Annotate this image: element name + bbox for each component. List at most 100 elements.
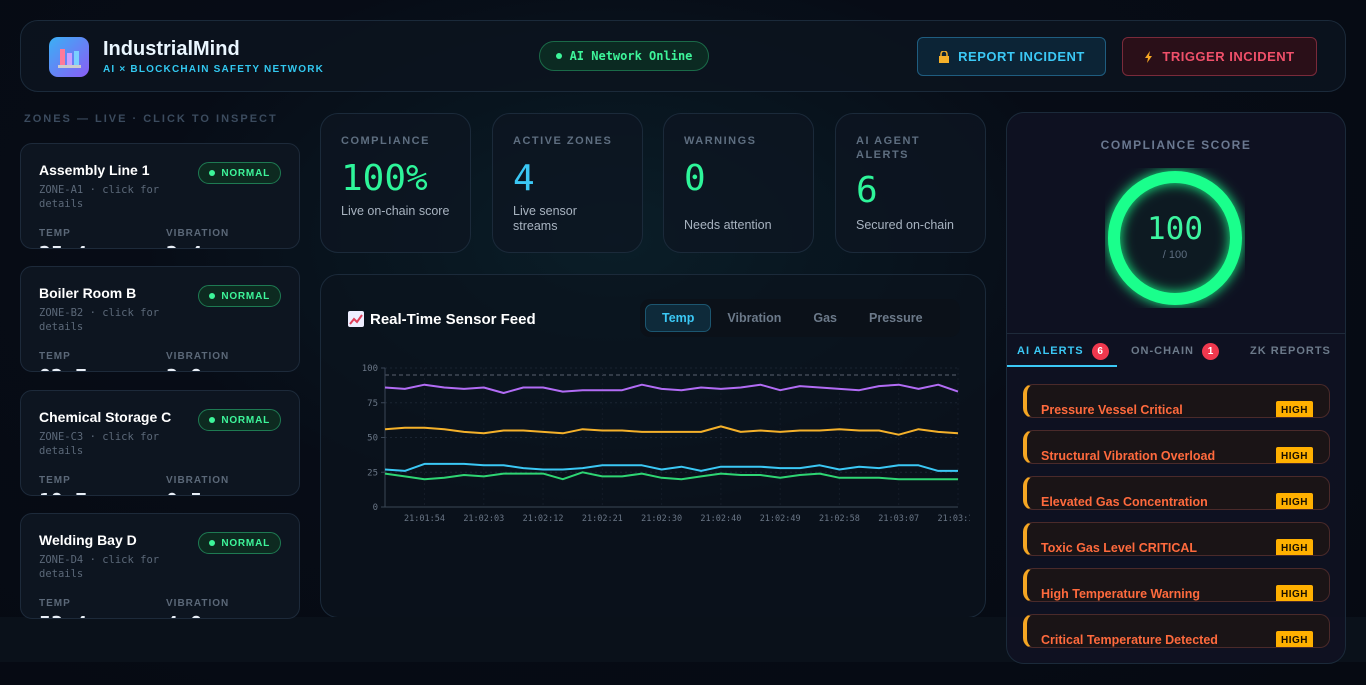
tab-label: AI ALERTS bbox=[1017, 345, 1084, 357]
alert-list: Pressure Vessel Critical HIGH Structural V… bbox=[1007, 370, 1345, 655]
temp-value: 25.4 bbox=[39, 242, 87, 248]
stat-value: 6 bbox=[856, 170, 878, 211]
zone-id: ZONE-A1 · click for details bbox=[39, 184, 160, 210]
vibration-label: VIBRATION bbox=[166, 228, 230, 239]
zone-card[interactable]: Chemical Storage C ZONE-C3 · click for de… bbox=[20, 390, 300, 496]
zone-name: Welding Bay D bbox=[39, 532, 137, 548]
chart-icon bbox=[348, 311, 364, 327]
stat-card: WARNINGS 0 Needs attention bbox=[663, 113, 814, 253]
severity-badge: HIGH bbox=[1276, 447, 1313, 463]
vibration-value: 3.8 bbox=[166, 365, 202, 371]
zone-card[interactable]: Welding Bay D ZONE-D4 · click for details… bbox=[20, 513, 300, 619]
stat-card: COMPLIANCE 100% Live on-chain score bbox=[320, 113, 471, 253]
alert-item[interactable]: Elevated Gas Concentration HIGH bbox=[1023, 476, 1330, 510]
alert-title: High Temperature Warning bbox=[1041, 587, 1201, 601]
y-tick-label: 25 bbox=[367, 468, 378, 478]
x-tick-label: 21:02:49 bbox=[760, 514, 801, 524]
alert-item[interactable]: Critical Temperature Detected HIGH bbox=[1023, 614, 1330, 648]
series-line bbox=[384, 383, 959, 394]
tab-label: ON-CHAIN bbox=[1131, 345, 1194, 357]
stat-note: Needs attention bbox=[684, 218, 772, 232]
alert-item[interactable]: High Temperature Warning HIGH bbox=[1023, 568, 1330, 602]
stat-card: ACTIVE ZONES 4 Live sensor streams bbox=[492, 113, 643, 253]
chart-tab[interactable]: Vibration bbox=[727, 311, 782, 325]
x-tick-label: 21:03:16 bbox=[938, 514, 970, 524]
panel-tab[interactable]: ZK REPORTS bbox=[1250, 334, 1331, 368]
button-label: REPORT INCIDENT bbox=[958, 49, 1085, 64]
x-tick-label: 21:03:07 bbox=[878, 514, 919, 524]
temp-value: 82.7 bbox=[39, 365, 87, 371]
x-tick-label: 21:02:03 bbox=[463, 514, 504, 524]
tab-count: 1 bbox=[1202, 342, 1219, 360]
severity-badge: HIGH bbox=[1276, 401, 1313, 417]
score-ring bbox=[1108, 171, 1242, 305]
severity-badge: HIGH bbox=[1276, 539, 1313, 555]
panel-tab[interactable]: AI ALERTS 6 bbox=[1017, 334, 1109, 368]
trigger-button[interactable]: TRIGGER INCIDENT bbox=[1122, 37, 1317, 76]
lock-icon bbox=[939, 50, 950, 63]
divider bbox=[1007, 333, 1345, 334]
severity-badge: HIGH bbox=[1276, 493, 1313, 509]
zone-card[interactable]: Boiler Room B ZONE-B2 · click for details… bbox=[20, 266, 300, 372]
alert-title: Elevated Gas Concentration bbox=[1041, 495, 1208, 509]
x-tick-label: 21:02:58 bbox=[819, 514, 860, 524]
stat-label: COMPLIANCE bbox=[341, 135, 430, 147]
stat-value: 100% bbox=[341, 158, 428, 199]
series-line bbox=[384, 425, 959, 436]
score-title: COMPLIANCE SCORE bbox=[1100, 138, 1252, 152]
chart-tab[interactable]: Temp bbox=[645, 304, 712, 332]
status-badge: NORMAL bbox=[198, 532, 281, 554]
x-tick-label: 21:02:40 bbox=[700, 514, 741, 524]
vibration-value: 0.5 bbox=[166, 489, 202, 495]
status-dot bbox=[209, 540, 216, 546]
tab-count: 6 bbox=[1091, 342, 1109, 360]
score-max: / 100 bbox=[1162, 249, 1188, 261]
logo-icon bbox=[58, 49, 81, 68]
alert-item[interactable]: Pressure Vessel Critical HIGH bbox=[1023, 384, 1330, 418]
severity-badge: HIGH bbox=[1276, 585, 1313, 601]
vibration-value: 4.8 bbox=[166, 612, 202, 618]
tab-label: ZK REPORTS bbox=[1250, 345, 1331, 357]
stat-note: Live on-chain score bbox=[341, 204, 450, 218]
alert-item[interactable]: Structural Vibration Overload HIGH bbox=[1023, 430, 1330, 464]
sensor-chart: 0 25 50 75 100 21:01:54 21:02:03 21:02:12 21:02:… bbox=[362, 364, 970, 524]
status-text: NORMAL bbox=[221, 414, 270, 426]
y-tick-label: 0 bbox=[373, 503, 378, 513]
chart-tab[interactable]: Pressure bbox=[869, 311, 923, 325]
chart-title: Real-Time Sensor Feed bbox=[370, 311, 536, 328]
temp-label: TEMP bbox=[39, 598, 71, 609]
x-tick-label: 21:02:30 bbox=[641, 514, 682, 524]
network-status: AI Network Online bbox=[539, 41, 709, 71]
status-dot bbox=[209, 170, 216, 176]
app-subtitle: AI × BLOCKCHAIN SAFETY NETWORK bbox=[103, 64, 325, 75]
zone-card[interactable]: Assembly Line 1 ZONE-A1 · click for detai… bbox=[20, 143, 300, 249]
series-line bbox=[384, 462, 958, 472]
y-tick-label: 50 bbox=[367, 434, 378, 444]
alert-title: Structural Vibration Overload bbox=[1041, 449, 1216, 463]
temp-value: 53.4 bbox=[39, 612, 87, 618]
ring-value bbox=[1108, 171, 1242, 305]
status-text: NORMAL bbox=[221, 167, 270, 179]
y-tick-label: 100 bbox=[362, 364, 378, 374]
alert-item[interactable]: Toxic Gas Level CRITICAL HIGH bbox=[1023, 522, 1330, 556]
report-button[interactable]: REPORT INCIDENT bbox=[917, 37, 1106, 76]
y-tick-label: 75 bbox=[367, 399, 378, 409]
status-text: NORMAL bbox=[221, 290, 270, 302]
status-dot bbox=[209, 293, 216, 299]
vibration-value: 2.4 bbox=[166, 242, 202, 248]
stat-card: AI AGENT ALERTS 6 Secured on-chain bbox=[835, 113, 986, 253]
panel-tab[interactable]: ON-CHAIN 1 bbox=[1131, 334, 1219, 368]
status-text: NORMAL bbox=[221, 537, 270, 549]
stat-note: Live sensor streams bbox=[513, 204, 577, 233]
temp-label: TEMP bbox=[39, 475, 71, 486]
stat-label: AI AGENT ALERTS bbox=[856, 135, 921, 161]
tab-underline bbox=[1007, 365, 1117, 367]
stat-value: 0 bbox=[684, 158, 706, 199]
chart-tab[interactable]: Gas bbox=[813, 311, 838, 325]
alert-title: Toxic Gas Level CRITICAL bbox=[1041, 541, 1198, 555]
x-tick-label: 21:02:12 bbox=[523, 514, 564, 524]
zone-name: Assembly Line 1 bbox=[39, 162, 150, 178]
alert-title: Pressure Vessel Critical bbox=[1041, 403, 1183, 417]
score-value: 100 bbox=[1147, 211, 1203, 247]
